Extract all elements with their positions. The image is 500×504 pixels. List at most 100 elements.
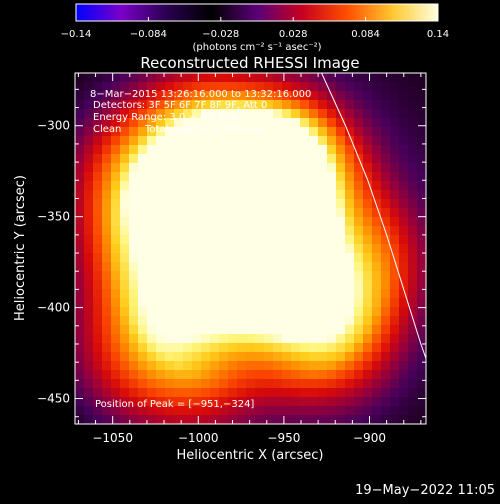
heatmap-cell	[102, 325, 112, 335]
heatmap-cell	[408, 199, 418, 209]
heatmap-cell	[300, 280, 310, 290]
heatmap-cell	[210, 136, 220, 146]
heatmap-cell	[327, 181, 337, 191]
heatmap-cell	[381, 199, 391, 209]
heatmap-cell	[390, 379, 400, 389]
heatmap-cell	[309, 334, 319, 344]
heatmap-cell	[84, 154, 94, 164]
heatmap-cell	[84, 343, 94, 353]
heatmap-cell	[75, 325, 85, 335]
heatmap-cell	[372, 172, 382, 182]
heatmap-cell	[138, 352, 148, 362]
heatmap-cell	[102, 73, 112, 83]
heatmap-cell	[84, 91, 94, 101]
heatmap-cell	[318, 334, 328, 344]
heatmap-cell	[354, 190, 364, 200]
heatmap-cell	[291, 181, 301, 191]
heatmap-cell	[246, 91, 256, 101]
heatmap-cell	[381, 379, 391, 389]
heatmap-cell	[219, 316, 229, 326]
heatmap-cell	[156, 172, 166, 182]
heatmap-cell	[354, 244, 364, 254]
heatmap-cell	[84, 172, 94, 182]
heatmap-cell	[399, 145, 409, 155]
heatmap-cell	[300, 145, 310, 155]
heatmap-cell	[210, 262, 220, 272]
heatmap-cell	[156, 226, 166, 236]
heatmap-cell	[111, 91, 121, 101]
heatmap-cell	[381, 361, 391, 371]
heatmap-cell	[264, 208, 274, 218]
heatmap-cell	[318, 289, 328, 299]
heatmap-cell	[237, 82, 247, 92]
heatmap-cell	[120, 316, 130, 326]
heatmap-cell	[282, 334, 292, 344]
heatmap-cell	[102, 262, 112, 272]
heatmap-cell	[84, 235, 94, 245]
heatmap-cell	[210, 334, 220, 344]
heatmap-cell	[417, 100, 426, 110]
heatmap-cell	[381, 388, 391, 398]
heatmap-cell	[291, 118, 301, 128]
heatmap-cell	[183, 109, 193, 119]
heatmap-cell	[75, 226, 85, 236]
heatmap-cell	[228, 109, 238, 119]
heatmap-cell	[210, 163, 220, 173]
heatmap-cell	[345, 226, 355, 236]
heatmap-cell	[381, 415, 391, 424]
heatmap-cell	[291, 154, 301, 164]
heatmap-cell	[183, 226, 193, 236]
heatmap-cell	[147, 208, 157, 218]
heatmap-cell	[111, 136, 121, 146]
heatmap-cell	[300, 262, 310, 272]
heatmap-cell	[309, 154, 319, 164]
heatmap-cell	[219, 298, 229, 308]
heatmap-cell	[237, 253, 247, 263]
heatmap-cell	[399, 352, 409, 362]
heatmap-cell	[165, 343, 175, 353]
heatmap-cell	[147, 226, 157, 236]
heatmap-cell	[408, 370, 418, 380]
heatmap-cell	[255, 316, 265, 326]
heatmap-cell	[264, 307, 274, 317]
heatmap-cell	[399, 208, 409, 218]
heatmap-cell	[138, 226, 148, 236]
heatmap-cell	[147, 199, 157, 209]
heatmap-cell	[417, 379, 426, 389]
heatmap-cell	[327, 154, 337, 164]
heatmap-cell	[102, 343, 112, 353]
heatmap-cell	[372, 388, 382, 398]
heatmap-cell	[354, 199, 364, 209]
heatmap-cell	[381, 352, 391, 362]
heatmap-cell	[219, 352, 229, 362]
chart-title: Reconstructed RHESSI Image	[140, 54, 359, 72]
heatmap-cell	[75, 334, 85, 344]
heatmap-cell	[327, 253, 337, 263]
heatmap-cell	[75, 388, 85, 398]
heatmap-cell	[309, 145, 319, 155]
heatmap-cell	[120, 226, 130, 236]
heatmap-cell	[354, 379, 364, 389]
heatmap-cell	[111, 271, 121, 281]
heatmap-cell	[246, 244, 256, 254]
heatmap-cell	[156, 127, 166, 137]
heatmap-cell	[75, 145, 85, 155]
heatmap-cell	[138, 316, 148, 326]
heatmap-cell	[129, 262, 139, 272]
heatmap-cell	[264, 244, 274, 254]
heatmap-cell	[408, 289, 418, 299]
heatmap-cell	[120, 73, 130, 83]
heatmap-cell	[237, 154, 247, 164]
heatmap-cell	[165, 127, 175, 137]
heatmap-cell	[381, 271, 391, 281]
heatmap-cell	[399, 262, 409, 272]
heatmap-cell	[399, 388, 409, 398]
heatmap-cell	[75, 361, 85, 371]
heatmap-cell	[111, 154, 121, 164]
heatmap-cell	[408, 136, 418, 146]
heatmap-cell	[219, 127, 229, 137]
heatmap-cell	[309, 271, 319, 281]
heatmap-cell	[111, 244, 121, 254]
heatmap-cell	[345, 316, 355, 326]
heatmap-cell	[381, 154, 391, 164]
